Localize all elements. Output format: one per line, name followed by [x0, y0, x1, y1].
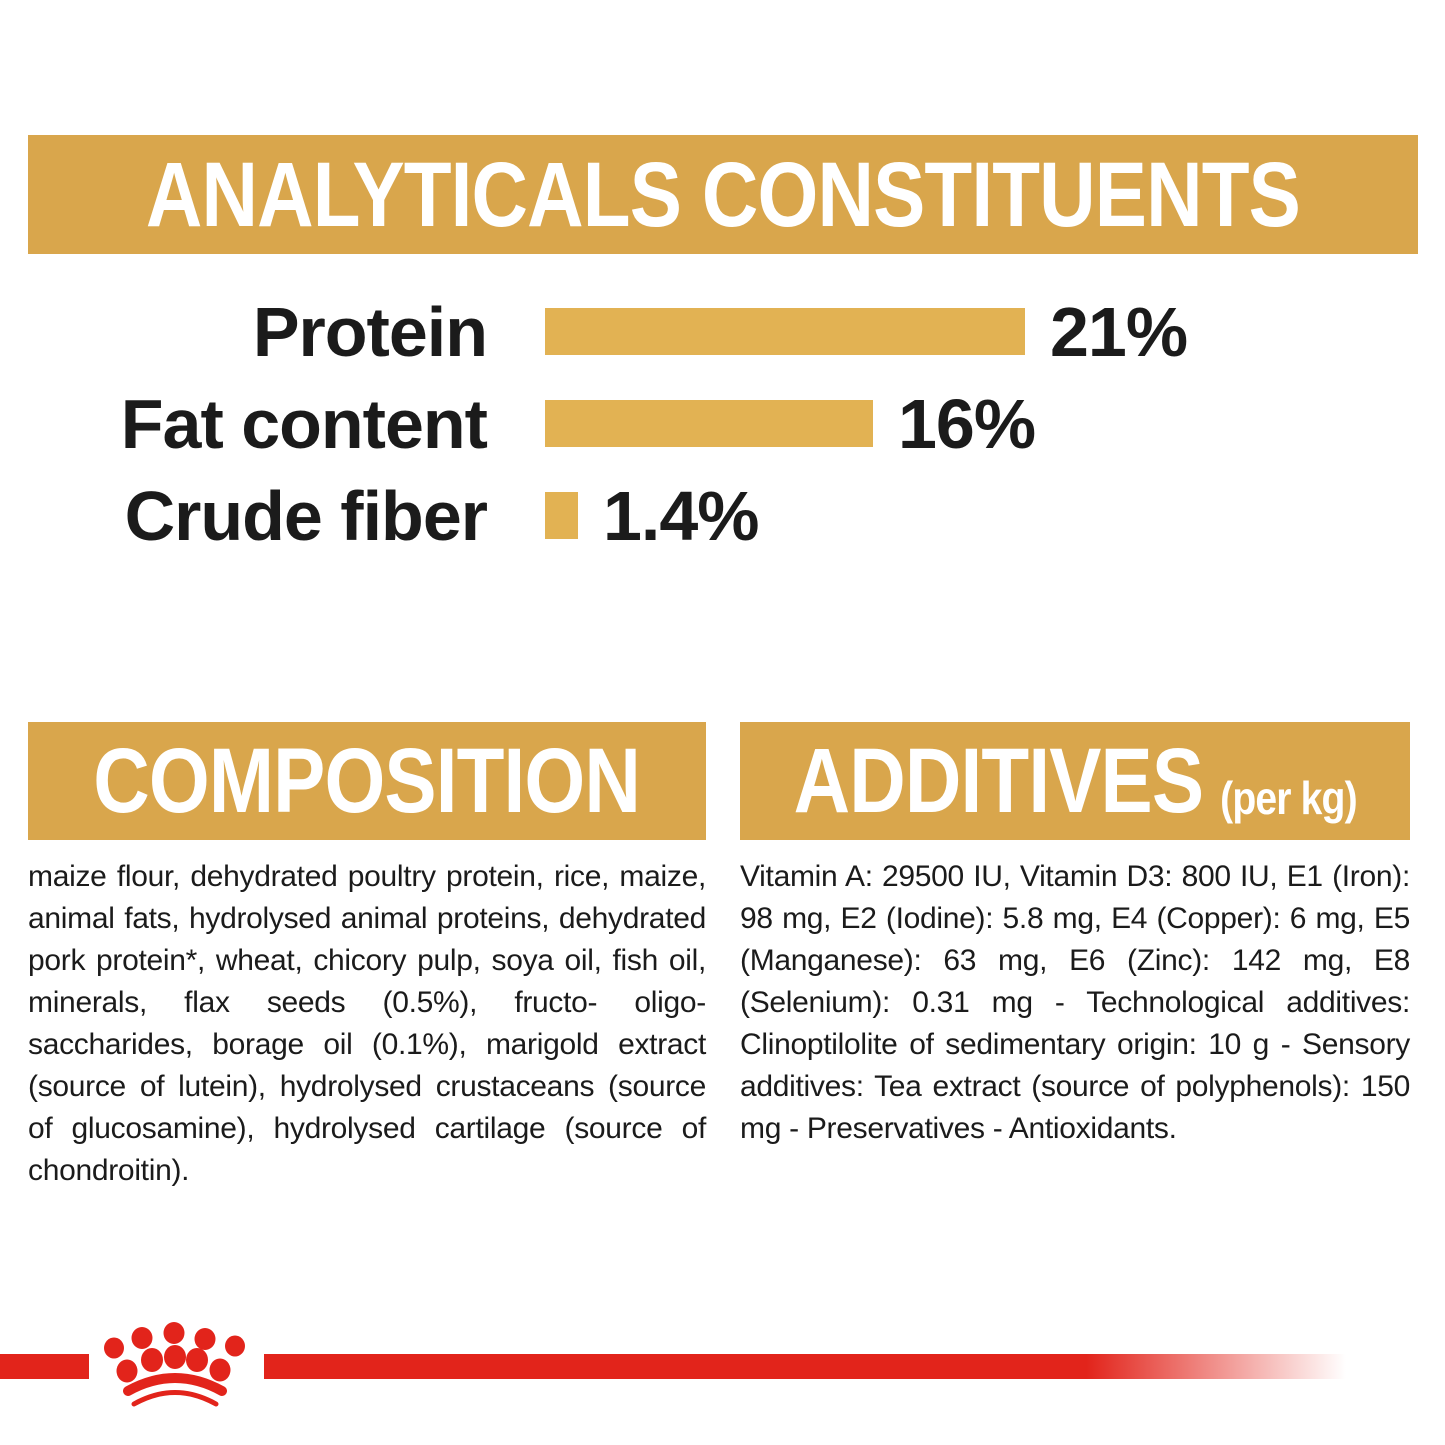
- bar-label-fat: Fat content: [120, 384, 488, 463]
- crown-pad: [194, 1328, 216, 1350]
- bar-label-fiber: Crude fiber: [124, 476, 488, 555]
- bar-label-protein: Protein: [252, 292, 488, 371]
- additives-title-group: ADDITIVES (per kg): [793, 730, 1357, 832]
- protein-bar: [545, 308, 1025, 355]
- composition-title: COMPOSITION: [93, 730, 642, 832]
- composition-text: maize flour, dehydrated poultry protein,…: [28, 860, 706, 1187]
- bar-track: 16%: [545, 384, 1036, 463]
- analyticals-band: ANALYTICALS CONSTITUENTS: [28, 135, 1418, 254]
- red-stripe-right: [264, 1354, 1346, 1379]
- analyticals-title: ANALYTICALS CONSTITUENTS: [145, 143, 1301, 246]
- crown-pads: [104, 1322, 245, 1383]
- crown-pad: [186, 1348, 208, 1372]
- crown-pad: [141, 1348, 163, 1372]
- additives-text: Vitamin A: 29500 IU, Vitamin D3: 800 IU,…: [740, 860, 1410, 1145]
- crown-base-arc-thin: [131, 1390, 219, 1407]
- bar-track: 21%: [545, 292, 1188, 371]
- additives-unit: (per kg): [1219, 772, 1357, 824]
- red-stripe-left: [0, 1354, 89, 1379]
- bar-value-fiber: 1.4%: [603, 476, 760, 555]
- bar-value-fat: 16%: [898, 384, 1036, 463]
- fat-bar: [545, 400, 873, 447]
- additives-title: ADDITIVES: [793, 730, 1203, 832]
- bar-row-protein: Protein 21%: [0, 297, 1445, 367]
- bar-track: 1.4%: [545, 476, 760, 555]
- fiber-bar: [545, 492, 578, 539]
- crown-pad: [163, 1322, 185, 1344]
- bar-value-protein: 21%: [1050, 292, 1188, 371]
- additives-band: ADDITIVES (per kg): [740, 722, 1410, 840]
- crown-pad: [116, 1359, 138, 1383]
- crown-pad: [104, 1337, 124, 1359]
- bar-row-fat: Fat content 16%: [0, 389, 1445, 459]
- crown-pad: [225, 1335, 245, 1357]
- crown-base-arc-thick: [123, 1373, 227, 1396]
- composition-band: COMPOSITION: [28, 722, 706, 840]
- analytical-constituents-chart: Protein 21% Fat content 16% Crude fiber …: [0, 297, 1445, 584]
- crown-pad: [164, 1345, 186, 1369]
- bar-row-fiber: Crude fiber 1.4%: [0, 481, 1445, 551]
- royal-canin-crown-paw-icon: [104, 1322, 245, 1407]
- crown-pad: [131, 1327, 153, 1349]
- crown-pad: [209, 1358, 231, 1382]
